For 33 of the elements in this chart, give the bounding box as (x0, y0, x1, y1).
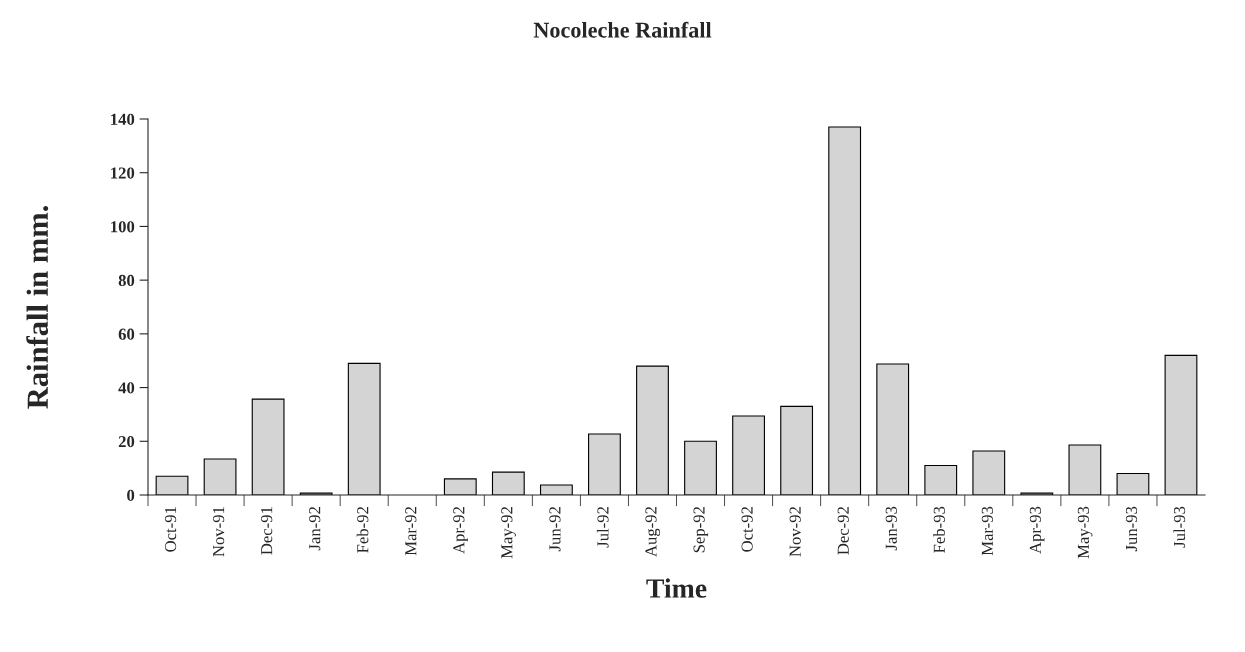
y-tick-label: 140 (111, 113, 135, 125)
x-tick-label: May-93 (1077, 506, 1093, 559)
x-tick-label: Apr-93 (1029, 506, 1045, 554)
x-tick-label: Feb-93 (933, 506, 945, 553)
x-tick-label: Feb-92 (356, 507, 369, 553)
y-tick-label: 120 (111, 167, 135, 179)
x-tick-label: Oct-92 (741, 507, 753, 552)
x-tick-label: Oct-91 (164, 507, 177, 552)
y-tick-label: 0 (127, 489, 135, 501)
x-tick-label: Jun-92 (549, 507, 561, 552)
x-tick-label: Jan-93 (885, 506, 897, 551)
y-tick-label: 100 (111, 221, 135, 233)
x-tick-label: Jan-92 (309, 507, 321, 551)
x-tick-label: Aug-92 (645, 507, 661, 557)
x-tick-label: Sep-92 (693, 507, 709, 553)
y-tick-label: 20 (118, 435, 135, 448)
x-tick-label: Nov-91 (213, 507, 225, 557)
x-tick-label: Jul-93 (1173, 506, 1186, 548)
y-tick-label: 80 (118, 274, 135, 287)
x-axis-title: Time (646, 578, 707, 598)
x-tick-label: Nov-92 (789, 507, 801, 557)
x-tick-label: Mar-93 (981, 506, 993, 556)
x-tick-label: Jul-92 (596, 507, 609, 548)
x-tick-label: May-92 (501, 507, 516, 559)
x-tick-label: Dec-91 (261, 507, 273, 555)
y-tick-label: 60 (118, 328, 135, 340)
chart-title: Nocoleche Rainfall (533, 21, 712, 38)
x-tick-label: Apr-92 (453, 507, 468, 554)
x-tick-label: Dec-92 (837, 507, 849, 555)
x-tick-label: Jun-93 (1125, 506, 1138, 552)
y-tick-label: 40 (118, 382, 135, 394)
y-axis-title: Rainfall in mm. (26, 206, 49, 409)
x-tick-label: Mar-92 (405, 507, 417, 556)
